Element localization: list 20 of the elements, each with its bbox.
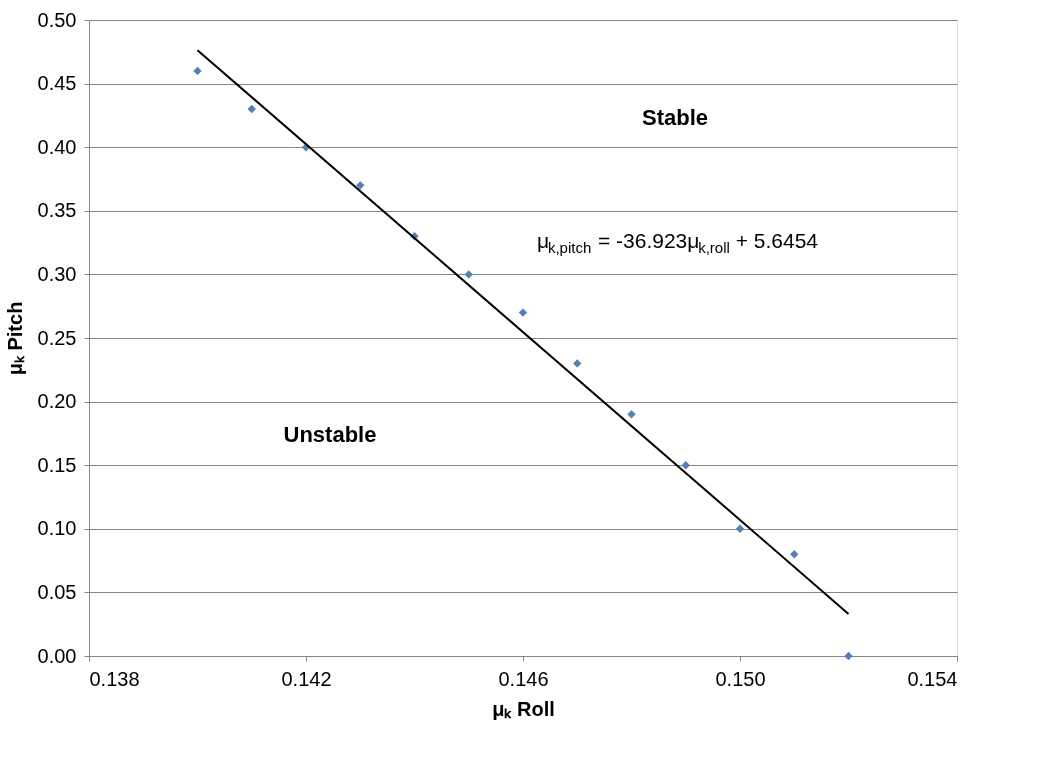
y-tick-label: 0.20 bbox=[37, 390, 77, 413]
y-tick-label: 0.40 bbox=[37, 135, 77, 158]
y-axis-title: μₖ Pitch bbox=[3, 301, 26, 376]
y-tick-label: 0.50 bbox=[37, 8, 77, 31]
x-tick-label: 0.150 bbox=[715, 667, 766, 690]
x-tick-label: 0.154 bbox=[907, 667, 958, 690]
x-tick-label: 0.142 bbox=[281, 667, 332, 690]
y-tick-label: 0.00 bbox=[37, 644, 77, 667]
x-tick-label: 0.146 bbox=[498, 667, 549, 690]
y-tick-label: 0.05 bbox=[37, 580, 77, 603]
y-tick-label: 0.15 bbox=[37, 453, 77, 476]
x-axis-title: μₖ Roll bbox=[492, 697, 555, 720]
annotation: Stable bbox=[641, 105, 709, 130]
y-tick-label: 0.30 bbox=[37, 262, 77, 285]
x-tick-label: 0.138 bbox=[89, 667, 140, 690]
annotation: Unstable bbox=[283, 422, 377, 447]
y-tick-label: 0.25 bbox=[37, 326, 77, 349]
y-tick-label: 0.10 bbox=[37, 517, 77, 540]
y-tick-label: 0.45 bbox=[37, 72, 77, 95]
y-tick-label: 0.35 bbox=[37, 199, 77, 222]
